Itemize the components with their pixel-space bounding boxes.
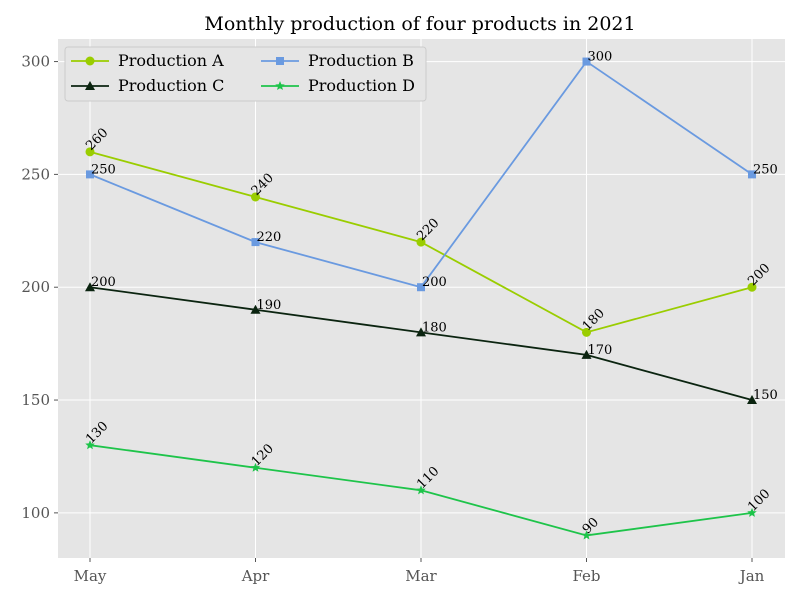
production-a-point [747,282,757,292]
production-b-point [748,170,756,179]
production-a-point [85,147,95,157]
production-b-point [582,57,591,66]
production-c-legend-label: Production C [118,76,224,95]
chart-title: Monthly production of four products in 2… [204,13,635,35]
legend-box [64,46,427,102]
production-a-legend-marker [85,56,95,66]
y-tick-label: 150 [21,391,50,409]
x-tick-label: May [74,567,107,585]
production-b-point [417,283,425,292]
production-b-legend-label: Production B [308,51,414,70]
production-c-data-label: 180 [422,320,447,335]
production-d-point [581,530,592,540]
production-c-data-label: 200 [91,275,116,290]
production-d-legend-label: Production D [308,76,415,95]
production-d-point [85,440,95,450]
x-tick-label: Jan [738,567,765,585]
production-c-point [416,327,426,337]
production-d-point [250,462,261,472]
production-c-point [85,282,95,292]
production-b-legend-marker [276,57,284,65]
production-d-point [747,507,757,517]
production-c-data-label: 150 [753,388,778,403]
x-tick-label: Feb [572,567,600,585]
x-tick-label: Mar [405,567,437,585]
production-c-data-label: 170 [588,343,613,358]
production-a-point [416,237,426,247]
production-b-data-label: 200 [422,275,447,290]
y-tick-label: 100 [21,504,50,522]
production-b-data-label: 250 [753,162,778,177]
production-b-point [86,170,94,179]
series-group [85,57,757,540]
production-d-point [416,485,426,495]
production-a-point [582,327,591,337]
axes: 100 150 200 250 300 May Apr Mar Feb Jan [21,53,764,585]
production-c-legend-marker [85,81,95,90]
y-tick-label: 300 [21,53,50,71]
production-b-data-label: 250 [91,162,116,177]
y-tick-label: 200 [21,278,50,296]
production-b-data-label: 220 [257,230,282,245]
production-c-point [581,349,592,359]
production-b-data-label: 300 [588,50,613,65]
production-c-data-label: 190 [257,298,282,313]
legend: Production A Production B Production C Prod… [64,46,427,102]
production-b-point [251,238,260,247]
production-a-legend-label: Production A [118,51,224,70]
x-tick-label: Apr [241,567,270,585]
production-c-point [747,395,757,405]
production-a-point [251,192,260,202]
production-c-point [250,304,261,314]
production-d-legend-marker [275,81,285,91]
y-tick-label: 250 [21,165,50,183]
